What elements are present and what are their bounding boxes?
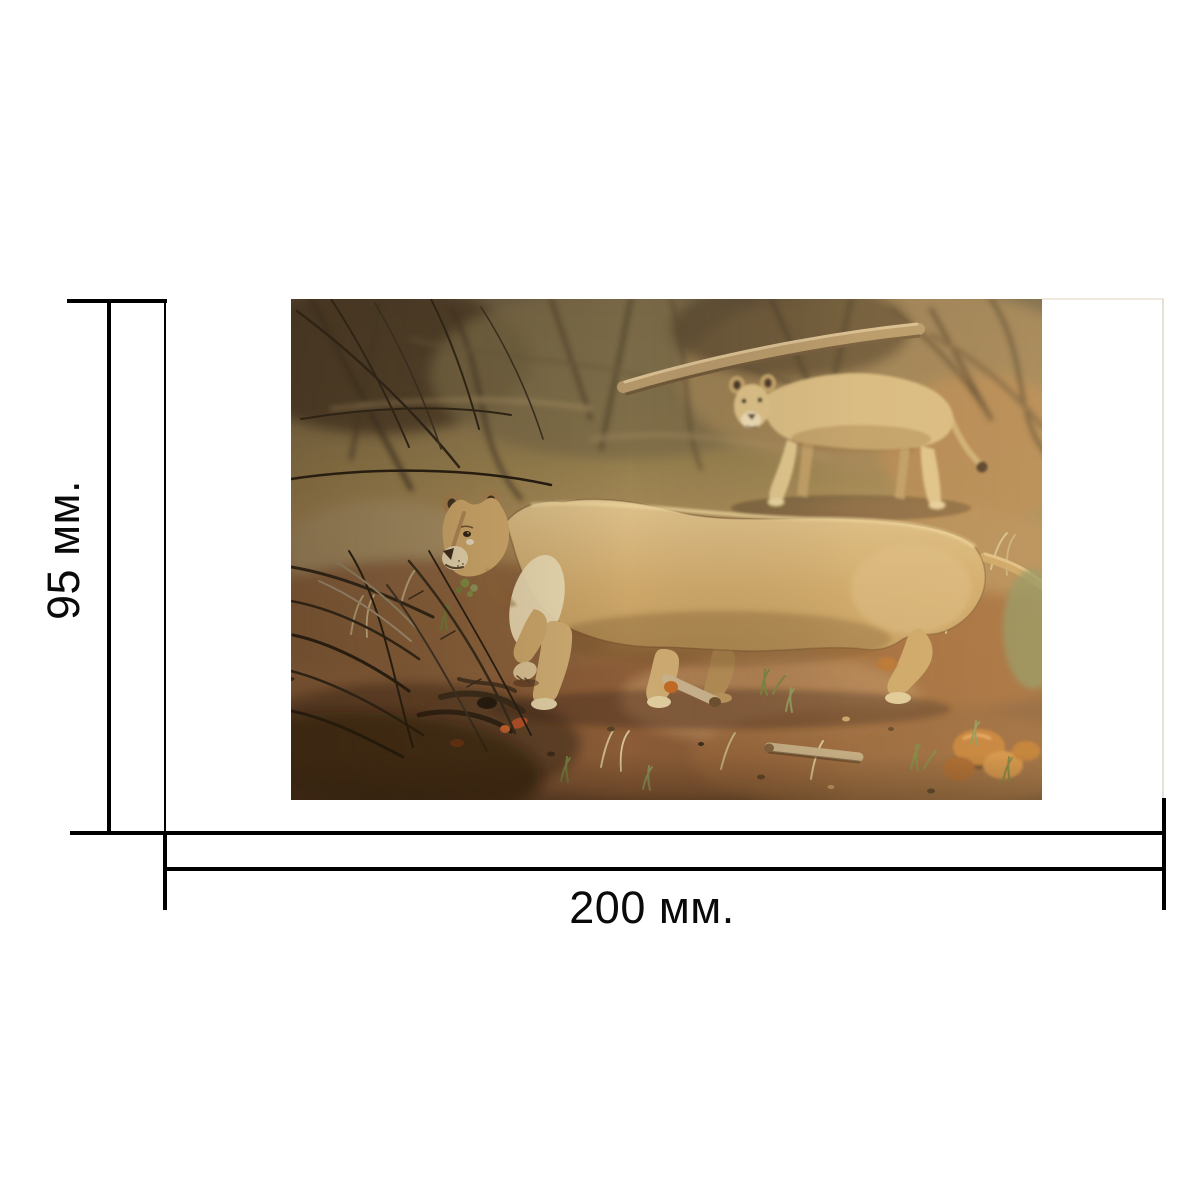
ghost-right-edge xyxy=(1162,299,1164,798)
height-top-tick xyxy=(67,299,167,303)
width-right-tick xyxy=(1162,798,1166,910)
width-dimension-line xyxy=(163,867,1166,871)
height-dimension-label: 95 мм. xyxy=(38,480,89,620)
product-photo-lionesses xyxy=(291,299,1042,800)
baseline-horizontal xyxy=(70,831,1166,835)
width-dimension-label: 200 мм. xyxy=(569,882,735,933)
ghost-top-edge xyxy=(1042,298,1164,300)
extension-line-vertical xyxy=(164,299,166,910)
sunlight-overlay xyxy=(291,299,1042,800)
height-dimension-line xyxy=(107,299,111,835)
width-left-tick xyxy=(163,831,167,910)
